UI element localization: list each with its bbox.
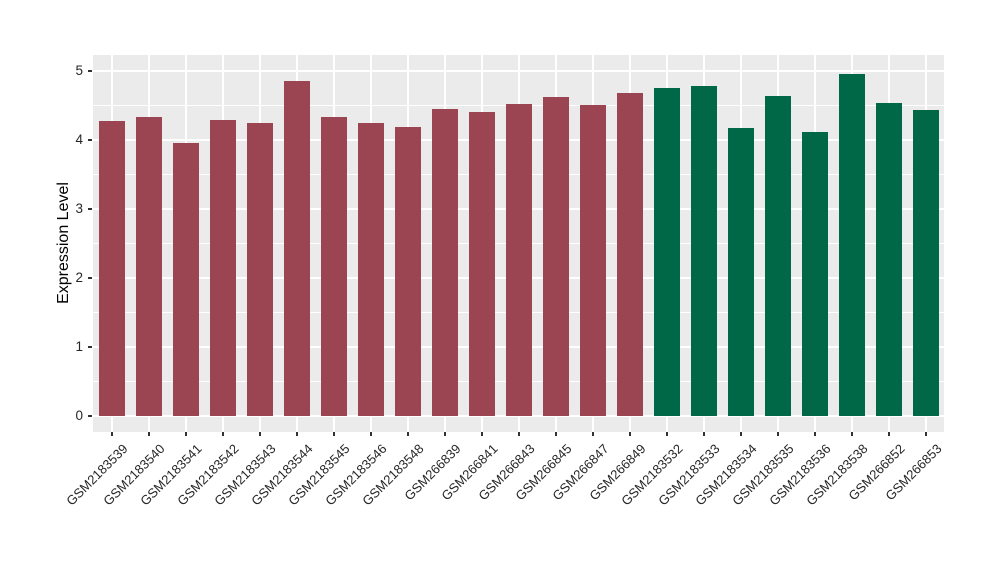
x-tick-mark xyxy=(517,432,520,436)
x-tick-mark xyxy=(813,432,816,436)
bar-GSM2183536 xyxy=(801,131,828,416)
bar-GSM266839 xyxy=(431,108,458,416)
y-tick-label: 0 xyxy=(75,408,83,423)
bar-GSM2183544 xyxy=(283,81,310,416)
x-tick-mark xyxy=(924,432,927,436)
bar-GSM266847 xyxy=(579,104,606,416)
x-tick-mark xyxy=(184,432,187,436)
bar-GSM266841 xyxy=(468,111,495,416)
bar-GSM266843 xyxy=(505,104,532,416)
y-tick-label: 2 xyxy=(75,270,83,285)
x-tick-mark xyxy=(702,432,705,436)
bar-GSM266852 xyxy=(875,102,902,416)
x-tick-mark xyxy=(628,432,631,436)
y-tick-mark xyxy=(88,277,92,279)
bar-GSM266845 xyxy=(542,97,569,416)
bar-GSM2183533 xyxy=(690,85,717,416)
y-tick-mark xyxy=(88,415,92,417)
x-tick-mark xyxy=(443,432,446,436)
bar-GSM2183540 xyxy=(135,117,162,416)
bar-GSM2183541 xyxy=(172,142,199,416)
bar-GSM2183534 xyxy=(727,128,754,416)
y-tick-label: 4 xyxy=(75,132,83,147)
y-tick-mark xyxy=(88,208,92,210)
x-tick-mark xyxy=(406,432,409,436)
bar-GSM266853 xyxy=(912,110,939,416)
x-tick-mark xyxy=(554,432,557,436)
y-tick-mark xyxy=(88,139,92,141)
gridline-major xyxy=(93,415,944,417)
x-tick-mark xyxy=(147,432,150,436)
y-tick-label: 3 xyxy=(75,201,83,216)
x-tick-mark xyxy=(591,432,594,436)
bar-GSM2183543 xyxy=(246,122,273,416)
bar-GSM2183538 xyxy=(838,73,865,416)
x-tick-mark xyxy=(332,432,335,436)
bar-GSM2183548 xyxy=(394,126,421,416)
y-tick-mark xyxy=(88,70,92,72)
x-tick-mark xyxy=(110,432,113,436)
y-tick-label: 5 xyxy=(75,63,83,78)
x-tick-mark xyxy=(665,432,668,436)
bar-GSM266849 xyxy=(616,93,643,416)
x-tick-mark xyxy=(221,432,224,436)
x-tick-mark xyxy=(887,432,890,436)
bar-GSM2183545 xyxy=(320,116,347,416)
x-tick-mark xyxy=(776,432,779,436)
x-tick-mark xyxy=(295,432,298,436)
bar-GSM2183539 xyxy=(98,120,125,416)
x-tick-mark xyxy=(369,432,372,436)
gridline-major xyxy=(93,70,944,72)
x-tick-mark xyxy=(480,432,483,436)
x-tick-mark xyxy=(850,432,853,436)
bar-GSM2183532 xyxy=(653,87,680,416)
bar-GSM2183546 xyxy=(357,123,384,416)
x-tick-mark xyxy=(258,432,261,436)
y-tick-label: 1 xyxy=(75,339,83,354)
plot-panel xyxy=(93,55,944,432)
y-tick-mark xyxy=(88,346,92,348)
bar-GSM2183535 xyxy=(764,95,791,416)
x-tick-mark xyxy=(739,432,742,436)
bar-GSM2183542 xyxy=(209,120,236,416)
